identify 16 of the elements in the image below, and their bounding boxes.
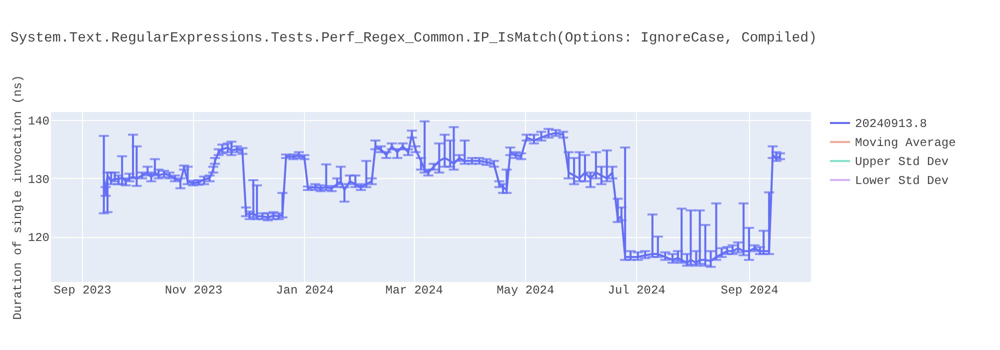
x-tick-label: Sep 2023 xyxy=(54,284,112,298)
y-tick-label: 140 xyxy=(28,114,50,129)
chart-title: System.Text.RegularExpressions.Tests.Perf_Regex_Common.IP_IsMatch(Options: IgnoreCase, Compiled) xyxy=(10,30,817,47)
x-tick-label: Nov 2023 xyxy=(164,284,222,298)
legend-label: Upper Std Dev xyxy=(855,155,949,169)
y-axis-title: Duration of single invocation (ns) xyxy=(10,75,25,320)
legend-label: Moving Average xyxy=(855,136,956,150)
x-tick-label: Mar 2024 xyxy=(385,284,443,298)
y-tick-label: 120 xyxy=(28,231,50,246)
x-tick-label: May 2024 xyxy=(496,284,554,298)
x-tick-label: Sep 2024 xyxy=(720,284,778,298)
x-tick-label: Jul 2024 xyxy=(608,284,666,298)
legend-label: Lower Std Dev xyxy=(855,174,949,188)
x-tick-label: Jan 2024 xyxy=(276,284,334,298)
legend-label: 20240913.8 xyxy=(855,117,928,131)
y-tick-label: 130 xyxy=(28,172,50,187)
